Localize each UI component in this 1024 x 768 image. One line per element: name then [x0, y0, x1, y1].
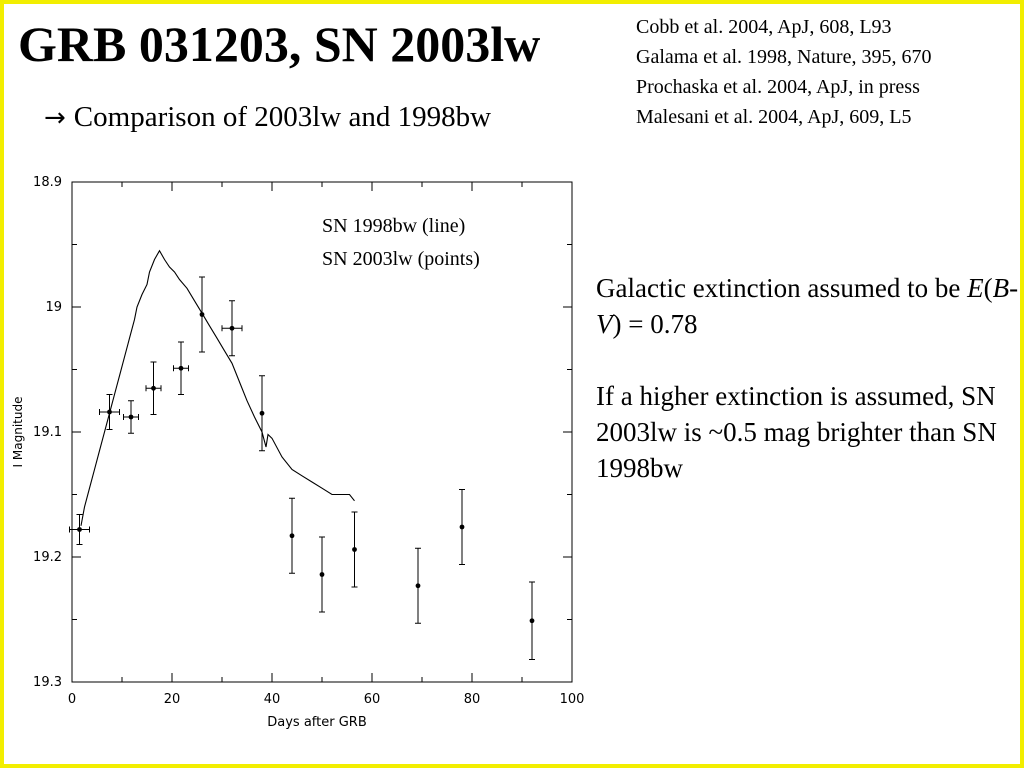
sn2003lw-point [99, 394, 120, 430]
reference-item: Galama et al. 1998, Nature, 395, 670 [636, 46, 932, 68]
axis-ticks [71, 181, 573, 683]
series-points-2003lw [69, 276, 535, 660]
data-point [259, 410, 265, 416]
x-tick-label: 60 [364, 692, 381, 707]
data-point [352, 547, 357, 552]
y-tick-label: 19.2 [33, 550, 62, 565]
legend-entry-points: SN 2003lw (points) [322, 248, 480, 270]
y-tick-label: 19.3 [33, 675, 62, 690]
x-tick-label: 40 [264, 692, 281, 707]
x-tick-label: 100 [560, 692, 585, 707]
data-point [77, 527, 82, 532]
data-point [151, 385, 156, 391]
data-point [529, 618, 535, 624]
sn2003lw-point [415, 547, 421, 624]
x-tick-label: 0 [68, 692, 76, 707]
sn2003lw-point [221, 300, 243, 357]
y-tick-label: 19.1 [33, 425, 62, 440]
light-curve-chart: 0 20 40 60 80 100 18.9 19 19.1 19.2 19.3 Days aft… [11, 175, 585, 730]
data-point [178, 365, 184, 371]
right-arrow-icon: → [44, 103, 66, 133]
data-point [128, 414, 134, 420]
y-tick-label: 19 [45, 300, 62, 315]
x-axis-label: Days after GRB [267, 715, 367, 730]
slide-title: GRB 031203, SN 2003lw [18, 16, 541, 72]
subtitle-text: Comparison of 2003lw and 1998bw [73, 101, 492, 133]
sn2003lw-point [145, 361, 162, 415]
sn2003lw-point [319, 536, 325, 613]
sn1998bw-curve [80, 249, 355, 526]
sn2003lw-point [69, 514, 90, 545]
sn2003lw-point [529, 581, 535, 660]
sn2003lw-point [351, 511, 358, 588]
sn2003lw-point [173, 341, 189, 395]
x-tick-label: 20 [164, 692, 181, 707]
x-tick-labels: 0 20 40 60 80 100 [68, 692, 585, 707]
y-tick-label: 18.9 [33, 175, 62, 190]
sn2003lw-point [199, 276, 205, 353]
data-point [107, 409, 112, 415]
reference-list: Cobb et al. 2004, ApJ, 608, L93 Galama e… [636, 12, 931, 132]
y-tick-labels: 18.9 19 19.1 19.2 19.3 [33, 175, 62, 690]
data-point [459, 524, 465, 530]
data-point [319, 572, 325, 577]
sn2003lw-point [459, 489, 465, 565]
sn2003lw-point [289, 497, 295, 574]
reference-item: Prochaska et al. 2004, ApJ, in press [636, 76, 920, 98]
data-point [415, 583, 421, 589]
data-point [199, 312, 205, 317]
sn2003lw-point [123, 400, 139, 434]
data-point [289, 533, 295, 539]
series-line-1998bw [80, 249, 355, 526]
notes-panel: Galactic extinction assumed to be E(B-V)… [596, 270, 1021, 486]
legend-entry-line: SN 1998bw (line) [322, 215, 465, 237]
data-point [229, 325, 235, 331]
y-axis-label: I Magnitude [11, 397, 25, 468]
brightness-note: If a higher extinction is assumed, SN 20… [596, 381, 997, 483]
sn2003lw-point [259, 375, 265, 452]
x-tick-label: 80 [464, 692, 481, 707]
reference-item: Malesani et al. 2004, ApJ, 609, L5 [636, 106, 912, 128]
extinction-note: Galactic extinction assumed to be E(B-V)… [596, 273, 1019, 339]
reference-item: Cobb et al. 2004, ApJ, 608, L93 [636, 16, 892, 38]
slide-subtitle: → Comparison of 2003lw and 1998bw [44, 98, 491, 137]
